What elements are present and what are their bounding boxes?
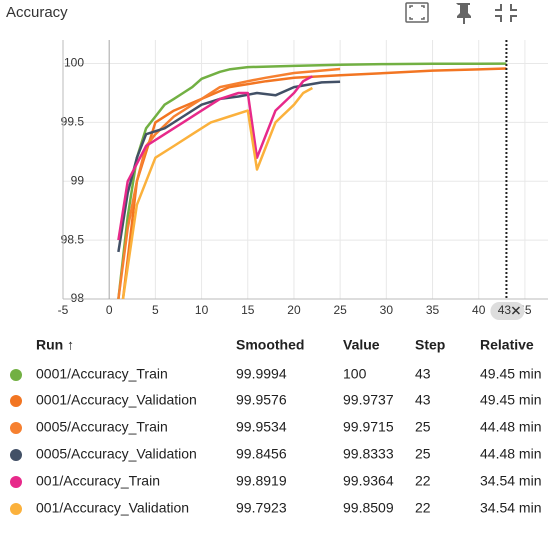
table-cell: 44.48 min xyxy=(480,419,541,435)
x-tick-label: 15 xyxy=(241,303,255,317)
x-tick-label: 40 xyxy=(472,303,486,317)
run-color xyxy=(10,422,22,434)
x-tick-label: 0 xyxy=(106,303,113,317)
run-color xyxy=(10,449,22,461)
table-cell: 0005/Accuracy_Validation xyxy=(36,446,197,462)
table-cell: 99.8456 xyxy=(236,446,287,462)
table-cell: 99.8333 xyxy=(343,446,394,462)
pin-icon[interactable] xyxy=(456,3,471,24)
table-cell: 25 xyxy=(415,446,431,462)
table-cell: 49.45 min xyxy=(480,366,541,382)
column-header: Step xyxy=(415,337,445,353)
x-tick-label: 35 xyxy=(426,303,440,317)
x-tick-label: 25 xyxy=(333,303,347,317)
table-cell: 001/Accuracy_Validation xyxy=(36,500,189,516)
table-cell: 44.48 min xyxy=(480,446,541,462)
cursor-badge xyxy=(490,302,525,320)
y-tick-label: 98 xyxy=(71,291,85,305)
table-cell: 99.7923 xyxy=(236,500,287,516)
table-cell: 99.9576 xyxy=(236,392,287,408)
table-cell: 001/Accuracy_Train xyxy=(36,473,160,489)
cursor-close xyxy=(511,306,520,315)
cursor-label: 43 xyxy=(498,303,512,317)
series-line xyxy=(117,67,341,299)
column-header: Value xyxy=(343,337,380,353)
table-cell: 34.54 min xyxy=(480,473,541,489)
collapse-icon[interactable] xyxy=(495,4,517,22)
series-line xyxy=(117,80,341,253)
run-color xyxy=(10,395,22,407)
series-line xyxy=(121,67,507,299)
column-header: Relative xyxy=(480,337,534,353)
y-tick-label: 99.5 xyxy=(61,115,85,129)
table-cell: 99.8509 xyxy=(343,500,394,516)
table-cell: 99.8919 xyxy=(236,473,287,489)
x-tick-label: 5 xyxy=(152,303,159,317)
table-cell: 49.45 min xyxy=(480,392,541,408)
run-color xyxy=(10,503,22,515)
column-header: Smoothed xyxy=(236,337,304,353)
y-tick-label: 100 xyxy=(64,56,84,70)
run-color xyxy=(10,369,22,381)
table-cell: 34.54 min xyxy=(480,500,541,516)
card-title: Accuracy xyxy=(6,4,68,21)
x-tick-label: 30 xyxy=(380,303,394,317)
table-cell: 99.9737 xyxy=(343,392,394,408)
x-tick-label: 20 xyxy=(287,303,301,317)
table-cell: 22 xyxy=(415,500,431,516)
runs-table: Run ↑ Smoothed Value Step Relative 0001/Accur… xyxy=(10,337,541,516)
table-cell: 43 xyxy=(415,392,431,408)
fit-icon[interactable] xyxy=(405,2,429,23)
table-cell: 25 xyxy=(415,419,431,435)
table-cell: 43 xyxy=(415,366,431,382)
y-tick-label: 98.5 xyxy=(61,232,85,246)
series-line xyxy=(117,75,313,241)
series-line xyxy=(121,86,313,299)
table-cell: 100 xyxy=(343,366,367,382)
table-cell: 22 xyxy=(415,473,431,489)
table-cell: 99.9534 xyxy=(236,419,287,435)
table-cell: 99.9364 xyxy=(343,473,394,489)
x-tick-label: -5 xyxy=(58,303,69,317)
column-header: Run ↑ xyxy=(36,337,74,353)
table-cell: 0001/Accuracy_Validation xyxy=(36,392,197,408)
y-tick-label: 99 xyxy=(71,173,85,187)
table-cell: 99.9994 xyxy=(236,366,287,382)
table-cell: 0005/Accuracy_Train xyxy=(36,419,168,435)
table-cell: 99.9715 xyxy=(343,419,394,435)
table-cell: 0001/Accuracy_Train xyxy=(36,366,168,382)
series-line xyxy=(117,62,507,299)
run-color xyxy=(10,476,22,488)
x-tick-label: 10 xyxy=(195,303,209,317)
